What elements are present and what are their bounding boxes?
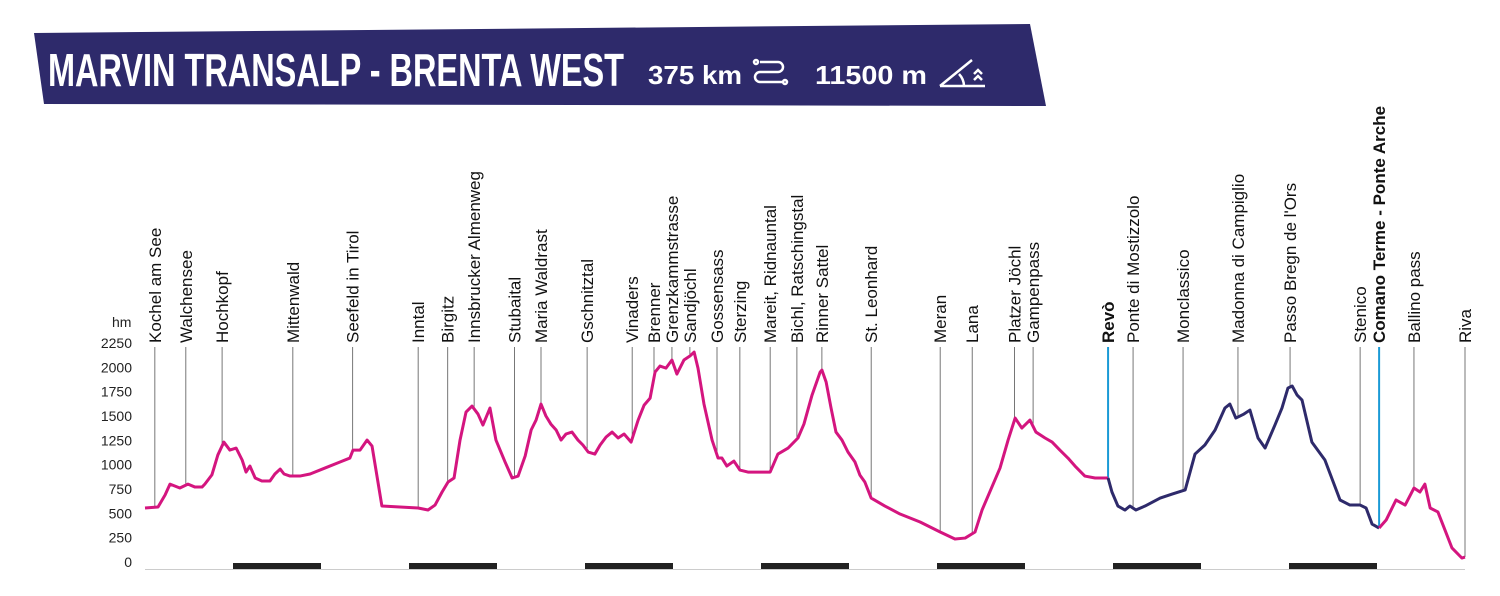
elevation-icon <box>939 59 985 88</box>
waypoint-label: Mittenwald <box>284 262 303 343</box>
y-tick-label: 2250 <box>101 335 132 351</box>
scale-segment <box>849 563 937 569</box>
waypoint-label: Maria Waldrast <box>532 229 551 343</box>
scale-segment <box>409 563 497 569</box>
y-tick-label: 1750 <box>101 384 132 400</box>
waypoint-label: Meran <box>931 295 950 343</box>
distance: 375 km <box>648 60 742 90</box>
elevation-gain: 11500 m <box>815 60 927 90</box>
y-axis-label: hm <box>112 314 131 330</box>
waypoint-label: Brenner <box>645 282 664 343</box>
scale-segment <box>497 563 585 569</box>
waypoint-label: Walchensee <box>177 250 196 343</box>
scale-segment <box>145 563 233 569</box>
waypoint-label: Riva <box>1456 308 1475 343</box>
waypoint-label: Seefeld in Tirol <box>344 231 363 343</box>
scale-segment <box>321 563 409 569</box>
waypoint-label: Gschnitztal <box>578 259 597 343</box>
elevation-line <box>1377 482 1466 560</box>
scale-segment <box>1377 563 1465 569</box>
y-tick-label: 1500 <box>101 408 132 424</box>
scale-segment <box>1025 563 1113 569</box>
elevation-line <box>144 350 1109 541</box>
waypoint-label: Sandjöchl <box>681 268 700 343</box>
chart-title: MARVIN TRANSALP - BRENTA WEST <box>48 44 624 96</box>
scale-segment <box>233 563 321 569</box>
waypoint-label: Ponte di Mostizzolo <box>1124 196 1143 343</box>
waypoint-label: Comano Terme - Ponte Arche <box>1370 106 1389 343</box>
waypoint-label: Hochkopf <box>213 271 232 343</box>
scale-segment <box>673 563 761 569</box>
distance-icon <box>752 58 789 86</box>
waypoint-label: Madonna di Campiglio <box>1229 174 1248 343</box>
scale-segment <box>761 563 849 569</box>
waypoint-label: Inntal <box>409 301 428 343</box>
waypoint-label: Stenico <box>1351 286 1370 343</box>
waypoint-label: Ballino pass <box>1405 251 1424 343</box>
waypoint-label: Birgitz <box>439 296 458 343</box>
waypoint-label: Gampenpass <box>1024 242 1043 343</box>
y-tick-label: 0 <box>124 554 132 570</box>
y-tick-label: 250 <box>109 530 133 546</box>
waypoint-label: Gossensass <box>708 249 727 343</box>
title-banner <box>34 24 1046 106</box>
waypoint-label: Platzer Jöchl <box>1005 246 1024 343</box>
waypoint-label: Mareit, Ridnauntal <box>761 205 780 343</box>
y-tick-label: 1000 <box>101 457 132 473</box>
waypoint-label: Rinner Sattel <box>813 245 832 343</box>
waypoint-label: Stubaital <box>506 277 525 343</box>
y-tick-label: 750 <box>109 481 133 497</box>
waypoint-label: Bichl, Ratschingstal <box>788 195 807 343</box>
y-tick-label: 1250 <box>101 432 132 448</box>
waypoint-label: Passo Bregn de l'Ors <box>1281 183 1300 343</box>
waypoint-label: Lana <box>963 305 982 343</box>
scale-segment <box>1289 563 1377 569</box>
scale-segment <box>1113 563 1201 569</box>
scale-segment <box>1201 563 1289 569</box>
waypoint-label: St. Leonhard <box>862 246 881 343</box>
scale-segment <box>937 563 1025 569</box>
waypoint-label: Sterzing <box>731 281 750 343</box>
waypoint-label: Revò <box>1099 301 1118 343</box>
waypoint-label: Vinaders <box>623 276 642 343</box>
y-tick-label: 500 <box>109 505 133 521</box>
waypoint-label: Monclassico <box>1174 249 1193 343</box>
waypoint-label: Kochel am See <box>146 228 165 343</box>
scale-segment <box>585 563 673 569</box>
y-tick-label: 2000 <box>101 359 132 375</box>
elevation-line <box>1106 384 1380 530</box>
waypoint-label: Grenzkammstrasse <box>663 196 682 343</box>
scale-bar <box>145 563 1465 569</box>
waypoint-label: Innsbrucker Almenweg <box>465 171 484 343</box>
